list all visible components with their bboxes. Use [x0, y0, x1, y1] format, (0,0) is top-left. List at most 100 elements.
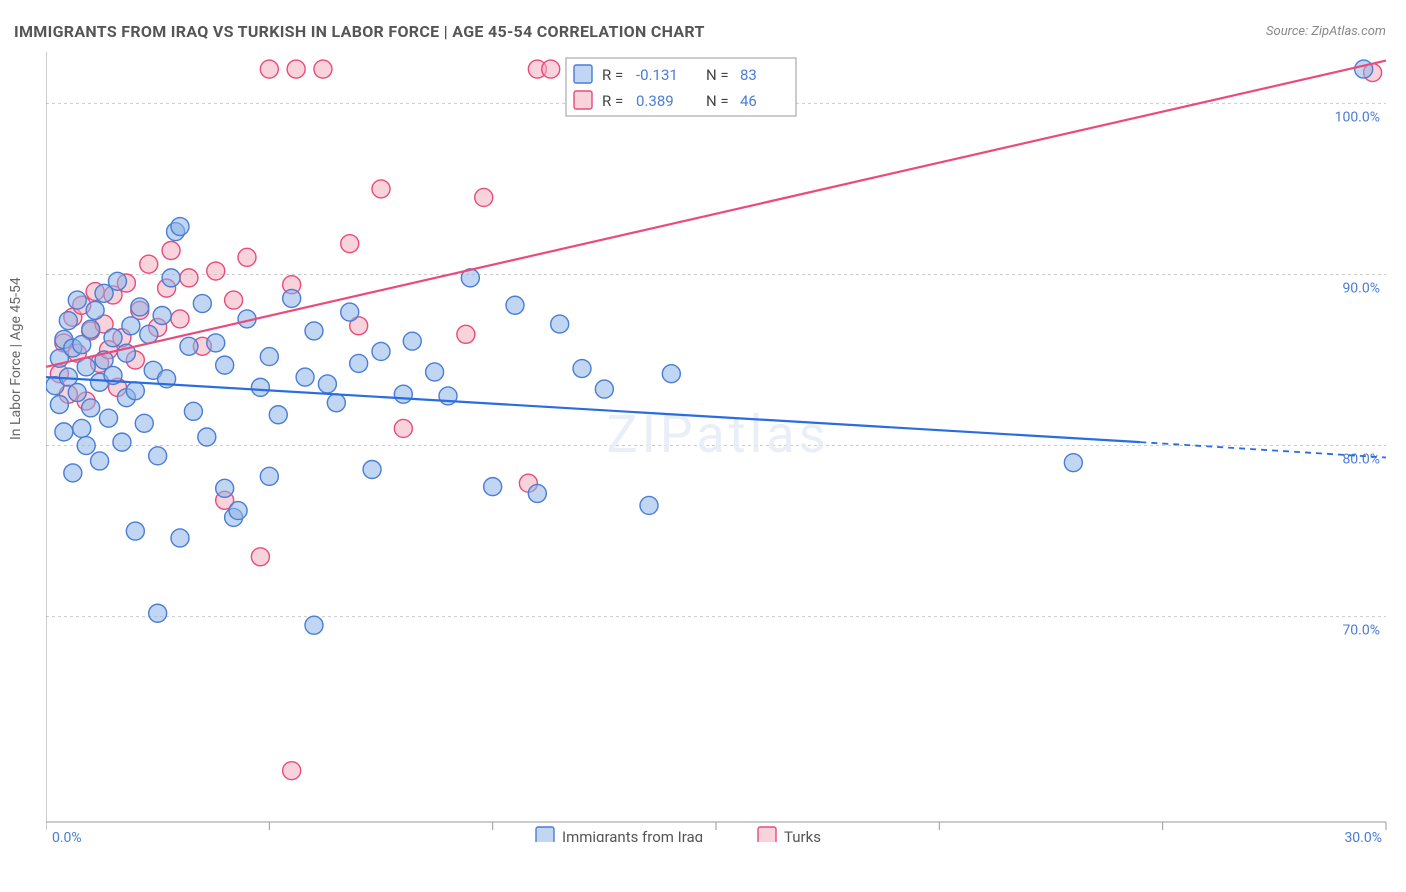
data-point — [100, 409, 118, 427]
data-point — [305, 616, 323, 634]
legend-r-value: -0.131 — [636, 66, 678, 84]
data-point — [318, 375, 336, 393]
source-credit: Source: ZipAtlas.com — [1266, 24, 1386, 39]
data-point — [113, 433, 131, 451]
data-point — [350, 354, 368, 372]
data-point — [542, 60, 560, 78]
data-point — [180, 337, 198, 355]
data-point — [225, 291, 243, 309]
data-point — [140, 325, 158, 343]
chart-title: IMMIGRANTS FROM IRAQ VS TURKISH IN LABOR… — [14, 22, 705, 41]
data-point — [82, 320, 100, 338]
data-point — [108, 272, 126, 290]
data-point — [184, 402, 202, 420]
y-axis-label: In Labor Force | Age 45-54 — [8, 277, 24, 440]
scatter-chart: ZIPatlas 0.0%30.0% 70.0%80.0%90.0%100.0%… — [46, 52, 1390, 842]
data-point — [251, 548, 269, 566]
data-point — [372, 180, 390, 198]
data-point — [91, 452, 109, 470]
data-point — [403, 332, 421, 350]
y-tick-label: 70.0% — [1342, 623, 1380, 639]
data-point — [484, 478, 502, 496]
legend-r-value: 0.389 — [636, 92, 674, 110]
data-point — [86, 301, 104, 319]
data-point — [135, 414, 153, 432]
data-point — [457, 325, 475, 343]
data-point — [162, 269, 180, 287]
data-point — [595, 380, 613, 398]
regression-line-blue-extrap — [1140, 442, 1386, 457]
data-point — [216, 356, 234, 374]
y-tick-label: 90.0% — [1342, 280, 1380, 296]
data-point — [73, 419, 91, 437]
y-tick-label: 80.0% — [1342, 452, 1380, 468]
data-point — [283, 289, 301, 307]
data-point — [55, 423, 73, 441]
data-point — [122, 317, 140, 335]
data-point — [260, 348, 278, 366]
data-point — [506, 296, 524, 314]
data-point — [126, 522, 144, 540]
legend-swatch — [574, 91, 592, 109]
data-point — [162, 241, 180, 259]
data-point — [475, 188, 493, 206]
data-point — [104, 329, 122, 347]
data-point — [171, 218, 189, 236]
data-point — [171, 529, 189, 547]
data-point — [327, 394, 345, 412]
legend-label: Immigrants from Iraq — [562, 828, 703, 842]
legend-n-value: 46 — [740, 92, 757, 110]
data-point — [59, 312, 77, 330]
data-point — [50, 395, 68, 413]
legend-swatch — [758, 827, 776, 842]
data-point — [363, 461, 381, 479]
stats-legend: R = -0.131 N = 83 R = 0.389 N = 46 — [566, 58, 796, 116]
legend-n-label: N = — [706, 66, 729, 84]
legend-n-label: N = — [706, 92, 729, 110]
data-point — [193, 295, 211, 313]
data-point — [153, 307, 171, 325]
data-point — [305, 322, 323, 340]
data-point — [82, 399, 100, 417]
data-point — [68, 384, 86, 402]
x-tick-label: 0.0% — [52, 830, 82, 842]
data-point — [77, 437, 95, 455]
data-point — [426, 363, 444, 381]
data-point — [207, 262, 225, 280]
data-point — [229, 502, 247, 520]
data-point — [283, 762, 301, 780]
data-point — [149, 604, 167, 622]
data-point — [64, 464, 82, 482]
legend-frame — [566, 58, 796, 116]
data-point — [1064, 454, 1082, 472]
legend-n-value: 83 — [740, 66, 757, 84]
data-point — [269, 406, 287, 424]
data-point — [131, 298, 149, 316]
data-point — [394, 385, 412, 403]
data-point — [260, 60, 278, 78]
data-point — [149, 447, 167, 465]
data-point — [198, 428, 216, 446]
legend-r-label: R = — [602, 92, 623, 110]
data-point — [341, 235, 359, 253]
data-point — [551, 315, 569, 333]
series-legend: Immigrants from IraqTurks — [536, 827, 821, 842]
data-point — [394, 419, 412, 437]
data-point — [296, 368, 314, 386]
data-point — [238, 248, 256, 266]
data-point — [341, 303, 359, 321]
data-point — [180, 269, 198, 287]
legend-swatch — [536, 827, 554, 842]
data-point — [528, 484, 546, 502]
data-point — [287, 60, 305, 78]
data-point — [77, 358, 95, 376]
data-point — [314, 60, 332, 78]
data-point — [68, 291, 86, 309]
data-point — [640, 496, 658, 514]
y-tick-label: 100.0% — [1335, 109, 1380, 125]
data-point — [662, 365, 680, 383]
legend-swatch — [574, 65, 592, 83]
legend-r-label: R = — [602, 66, 623, 84]
data-point — [260, 467, 278, 485]
data-point — [216, 479, 234, 497]
